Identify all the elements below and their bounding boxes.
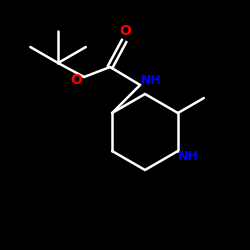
Text: O: O (70, 73, 82, 87)
Text: O: O (119, 24, 131, 38)
Text: NH: NH (141, 74, 162, 88)
Text: NH: NH (178, 150, 198, 162)
